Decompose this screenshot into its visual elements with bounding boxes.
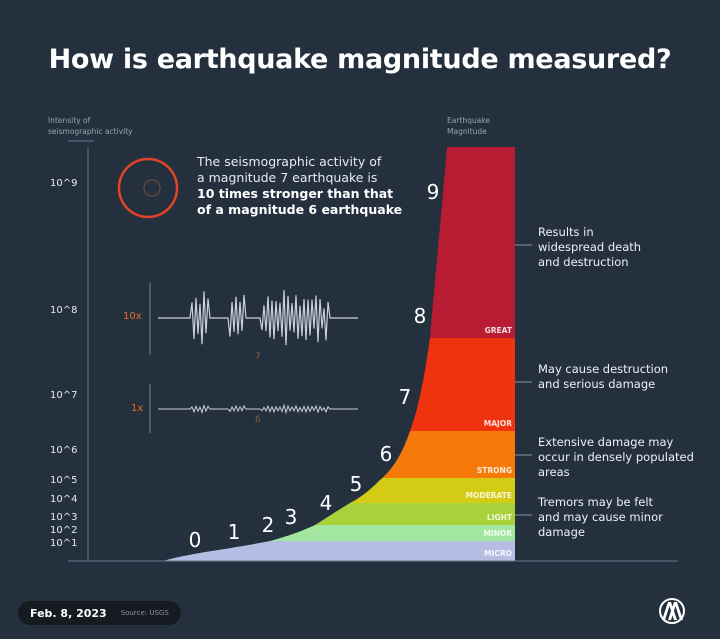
curve-mask bbox=[140, 140, 447, 561]
y-tick-label: 10^7 bbox=[50, 390, 78, 401]
y-tick-label: 10^2 bbox=[50, 525, 78, 536]
band-label-strong: STRONG bbox=[476, 466, 512, 475]
magnitude-axis-label: Earthquake Magnitude bbox=[447, 115, 490, 137]
magnitude-label-3: 3 bbox=[284, 505, 298, 529]
info-bold-line: of a magnitude 6 earthquake bbox=[197, 202, 403, 217]
magnitude-label-9: 9 bbox=[426, 180, 440, 204]
class-description: Extensive damage may occur in densely pop… bbox=[538, 435, 713, 480]
y-tick-label: 10^5 bbox=[50, 475, 78, 486]
magnitude-label-1: 1 bbox=[227, 520, 241, 544]
description-line: and may cause minor bbox=[538, 510, 663, 524]
aa-logo bbox=[659, 598, 685, 624]
description-line: Tremors may be felt bbox=[538, 495, 654, 509]
y-tick-label: 10^6 bbox=[50, 445, 78, 456]
description-line: widespread death bbox=[538, 240, 642, 254]
magnitude-label-7: 7 bbox=[398, 385, 412, 409]
y-axis-label-line: Intensity of bbox=[48, 116, 91, 125]
description-line: Extensive damage may bbox=[538, 435, 674, 449]
info-line: a magnitude 7 earthquake is bbox=[197, 170, 378, 185]
magnitude-label-4: 4 bbox=[319, 491, 333, 515]
y-tick-label: 10^3 bbox=[50, 512, 78, 523]
wave-factor-10x: 10x bbox=[123, 311, 142, 322]
info-line: The seismographic activity of bbox=[197, 154, 382, 169]
class-description: Results in widespread death and destructio… bbox=[538, 225, 713, 270]
wave-magnitude-6: 6 bbox=[255, 415, 261, 425]
class-description: Tremors may be felt and may cause minor da… bbox=[538, 495, 713, 540]
info-bold-line: 10 times stronger than that bbox=[197, 186, 394, 201]
wave-magnitude-7: 7 bbox=[255, 352, 261, 362]
magnitude-axis-label-line: Earthquake bbox=[447, 116, 490, 125]
info-text: The seismographic activity of a magnitud… bbox=[197, 154, 417, 218]
band-label-moderate: MODERATE bbox=[465, 491, 512, 500]
magnitude-label-5: 5 bbox=[349, 472, 363, 496]
y-axis-label-line: seismographic activity bbox=[48, 127, 133, 136]
y-tick-label: 10^4 bbox=[50, 494, 78, 505]
magnitude-label-6: 6 bbox=[379, 442, 393, 466]
magnitude-label-8: 8 bbox=[413, 304, 427, 328]
page-title: How is earthquake magnitude measured? bbox=[48, 44, 672, 75]
description-line: occur in densely populated bbox=[538, 450, 694, 464]
y-tick-label: 10^9 bbox=[50, 178, 78, 189]
magnitude-label-0: 0 bbox=[188, 528, 202, 552]
description-line: May cause destruction bbox=[538, 362, 669, 376]
band-label-light: LIGHT bbox=[486, 513, 512, 522]
description-line: damage bbox=[538, 525, 585, 539]
description-line: and destruction bbox=[538, 255, 629, 269]
y-axis-label: Intensity of seismographic activity bbox=[48, 115, 133, 137]
description-line: and serious damage bbox=[538, 377, 656, 391]
band-label-great: GREAT bbox=[484, 326, 512, 335]
source-label: Source: USGS bbox=[120, 609, 169, 617]
band-label-micro: MICRO bbox=[484, 549, 512, 558]
description-line: areas bbox=[538, 465, 570, 479]
class-description: May cause destruction and serious damage bbox=[538, 362, 713, 392]
date-label: Feb. 8, 2023 bbox=[30, 606, 107, 620]
seismograph-wave-6 bbox=[158, 403, 358, 415]
epicenter-inner-icon bbox=[143, 179, 161, 197]
seismograph-wave-7 bbox=[158, 290, 358, 346]
footer-badge: Feb. 8, 2023 Source: USGS bbox=[18, 601, 181, 625]
description-line: Results in bbox=[538, 225, 594, 239]
band-label-minor: MINOR bbox=[483, 529, 512, 538]
magnitude-label-2: 2 bbox=[261, 513, 275, 537]
y-tick-label: 10^8 bbox=[50, 305, 78, 316]
epicenter-outer-icon bbox=[117, 157, 179, 219]
y-tick-label: 10^1 bbox=[50, 538, 78, 549]
band-label-major: MAJOR bbox=[483, 419, 512, 428]
magnitude-axis-label-line: Magnitude bbox=[447, 127, 487, 136]
wave-factor-1x: 1x bbox=[131, 403, 144, 414]
